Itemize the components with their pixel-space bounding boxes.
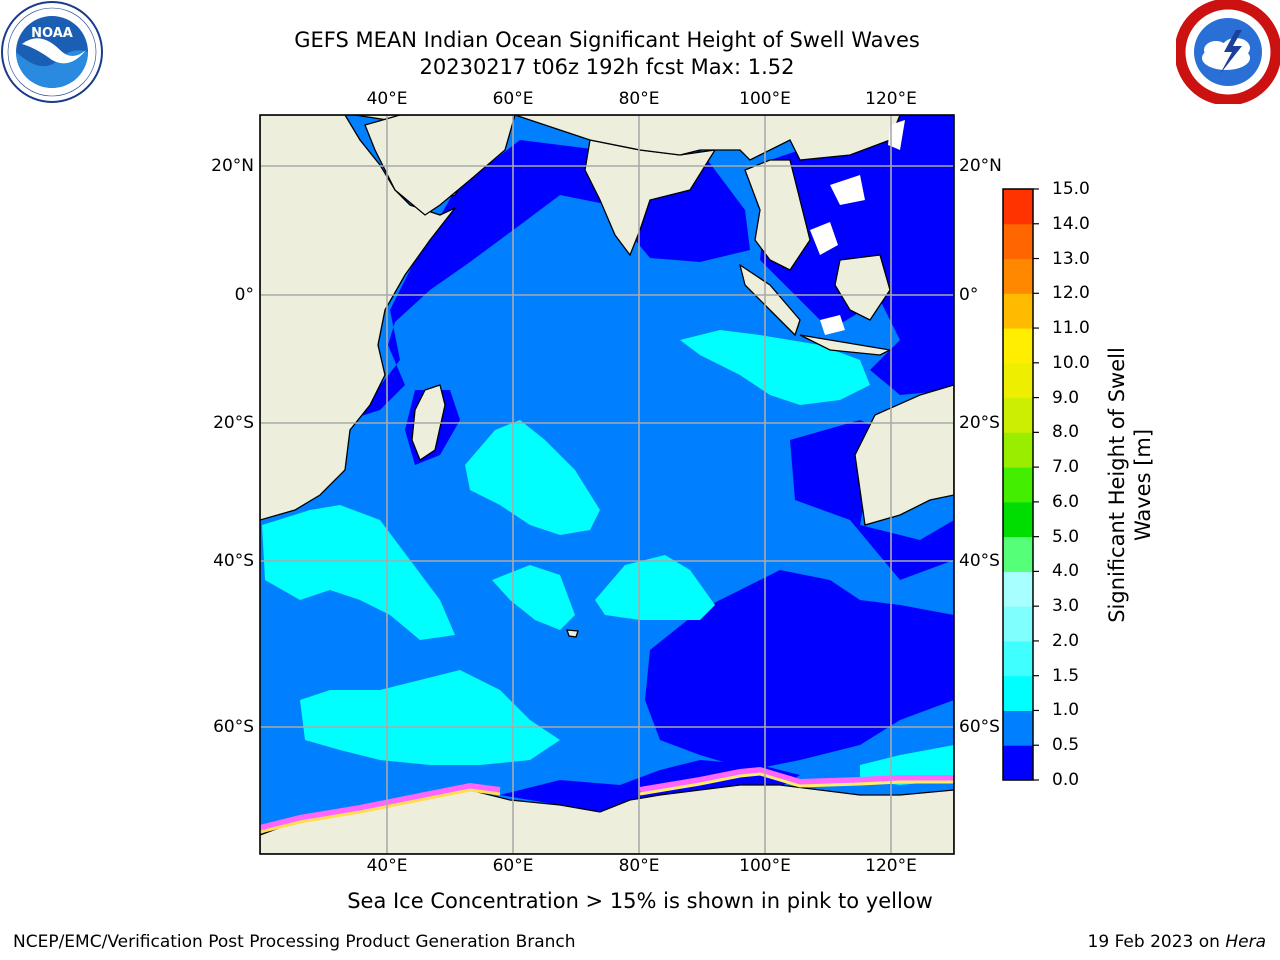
colorbar-tick-label: 15.0: [1052, 179, 1090, 199]
latitude-tick-label: 40°S: [213, 551, 254, 571]
colorbar-segment: [1003, 189, 1033, 225]
colorbar-segment: [1003, 432, 1033, 468]
latitude-tick-label: 20°N: [959, 156, 1002, 176]
colorbar-segment: [1003, 675, 1033, 711]
sea-ice-note: Sea Ice Concentration > 15% is shown in …: [347, 889, 933, 913]
swell-region-central: [465, 420, 600, 535]
colorbar-tick-label: 2.0: [1052, 630, 1080, 651]
colorbar-tick-label: 6.0: [1052, 491, 1080, 512]
land-kerguelen: [566, 629, 579, 638]
colorbar-label: Significant Height of Swell Waves [m]: [1104, 347, 1156, 623]
nws-logo-icon: [1176, 0, 1280, 104]
colorbar-frame: [1002, 188, 1034, 781]
colorbar-tick-label: 9.0: [1052, 387, 1080, 408]
colorbar-segment: [1003, 362, 1033, 399]
sea-ice-edge: [260, 766, 954, 834]
colorbar-tick-label: 1.5: [1052, 665, 1080, 686]
colorbar-segment: [1003, 606, 1033, 642]
swell-region-mid-south: [595, 555, 715, 620]
chart-title: GEFS MEAN Indian Ocean Significant Heigh…: [294, 28, 920, 52]
longitude-tick-label: 40°E: [366, 89, 408, 109]
colorbar-segment: [1003, 536, 1033, 572]
land-java: [799, 334, 893, 356]
colorbar-segment: [1003, 640, 1033, 677]
longitude-tick-label: 60°E: [492, 856, 534, 876]
latitude-tick-label: 20°N: [211, 156, 254, 176]
colorbar-segment: [1003, 258, 1033, 294]
colorbar-tick-label: 14.0: [1052, 213, 1090, 234]
latitude-tick-label: 60°S: [959, 717, 1000, 737]
mask-indonesia-3: [820, 315, 845, 335]
mask-indonesia-4: [888, 120, 905, 150]
svg-text:NOAA: NOAA: [31, 26, 73, 41]
land-borneo: [834, 254, 891, 321]
swell-region-arabian-sea: [355, 140, 640, 418]
land-sumatra: [738, 263, 801, 337]
colorbar-tick-label: 0.0: [1052, 770, 1080, 790]
colorbar-segment: [1003, 501, 1033, 538]
latitude-tick-label: 20°S: [959, 413, 1000, 433]
swell-region-indonesia: [760, 115, 954, 395]
colorbar-tick-label: 5.0: [1052, 526, 1080, 547]
latitude-tick-label: 40°S: [959, 551, 1000, 571]
longitude-tick-label: 100°E: [739, 89, 791, 109]
longitude-tick-label: 120°E: [865, 89, 917, 109]
colorbar-tick-label: 7.0: [1052, 457, 1080, 478]
swell-region-sw: [262, 505, 455, 640]
colorbar-segment: [1003, 467, 1033, 503]
colorbar-tick-label: 8.0: [1052, 422, 1080, 443]
swell-region-australia-west: [790, 420, 954, 580]
longitude-tick-label: 80°E: [618, 856, 660, 876]
mask-indonesia-1: [810, 222, 838, 255]
swell-region-far-south: [300, 670, 560, 765]
run-date-text: 19 Feb 2023 on: [1087, 932, 1226, 952]
colorbar: [1003, 188, 1039, 781]
colorbar-segment: [1003, 571, 1033, 607]
latitude-tick-label: 60°S: [213, 717, 254, 737]
colorbar-tick-label: 0.5: [1052, 735, 1080, 756]
latitude-tick-label: 20°S: [213, 413, 254, 433]
land-asia-north: [514, 115, 901, 161]
colorbar-tick-label: 12.0: [1052, 283, 1090, 304]
noaa-logo-icon: NOAA: [1, 1, 103, 103]
mask-indonesia-2: [830, 175, 865, 205]
colorbar-segment: [1003, 397, 1033, 433]
land-australia: [854, 384, 954, 526]
colorbar-segment: [1003, 328, 1033, 364]
colorbar-label-line1: Significant Height of Swell: [1105, 347, 1129, 623]
colorbar-tick-label: 10.0: [1052, 352, 1090, 373]
latitude-tick-label: 0°: [234, 285, 254, 305]
producer-credit: NCEP/EMC/Verification Post Processing Pr…: [13, 932, 576, 952]
colorbar-tick-label: 1.0: [1052, 700, 1080, 721]
colorbar-segment: [1003, 293, 1033, 329]
colorbar-segment: [1003, 745, 1033, 781]
colorbar-tick-label: 4.0: [1052, 561, 1080, 582]
swell-region-southern: [645, 570, 954, 770]
run-date: 19 Feb 2023 on Hera: [1088, 932, 1266, 952]
colorbar-label-line2: Waves [m]: [1131, 428, 1155, 542]
colorbar-segment: [1003, 710, 1033, 746]
latitude-tick-label: 0°: [959, 285, 979, 305]
longitude-tick-label: 100°E: [739, 856, 791, 876]
longitude-tick-label: 40°E: [366, 856, 408, 876]
colorbar-tick-label: 13.0: [1052, 248, 1090, 269]
longitude-tick-label: 120°E: [865, 856, 917, 876]
land-arabian-peninsula: [364, 115, 516, 216]
machine-name: Hera: [1225, 932, 1266, 952]
longitude-tick-label: 80°E: [618, 89, 660, 109]
longitude-tick-label: 60°E: [492, 89, 534, 109]
map-frame: [259, 114, 955, 855]
swell-region-east: [680, 330, 870, 405]
colorbar-tick-label: 11.0: [1052, 318, 1090, 339]
colorbar-segment: [1003, 223, 1033, 260]
land-africa: [260, 115, 456, 521]
land-se-asia: [744, 159, 811, 271]
colorbar-tick-label: 3.0: [1052, 596, 1080, 617]
chart-subtitle: 20230217 t06z 192h fcst Max: 1.52: [419, 55, 795, 79]
